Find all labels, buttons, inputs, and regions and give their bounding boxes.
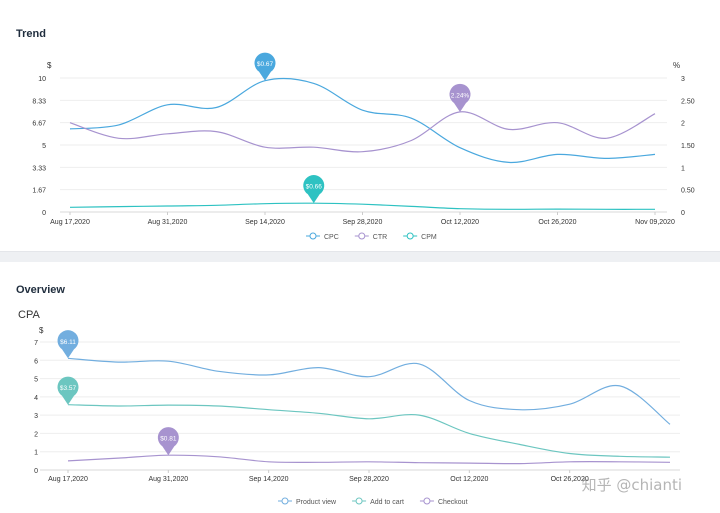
- trend-right-tick: 0: [681, 210, 685, 217]
- overview-pin-add-to-cart-marker: [57, 376, 79, 405]
- trend-x-tick: Oct 12,2020: [441, 219, 479, 226]
- overview-subtitle: CPA: [18, 309, 40, 321]
- trend-pin-ctr-marker: [449, 83, 471, 112]
- overview-pin-add-to-cart-label: $3.57: [60, 385, 77, 392]
- legend-label-1: CTR: [373, 234, 387, 241]
- legend-label-1: Add to cart: [370, 499, 404, 506]
- trend-panel: Trend $% 10 8.33 6.67 5 3.33 1.67 0 3 2.50 2 1.50 1 0…: [0, 0, 720, 252]
- trend-x-tick: Sep 28,2020: [343, 219, 383, 226]
- overview-x-tick: Oct 12,2020: [450, 476, 488, 483]
- trend-chart: $ % 10 8.33 6.67 5 3.33 1.67 0 3 2.50 2 1.50 1 0.50 0 Au…: [32, 52, 695, 241]
- trend-pin-cpm: $0.66: [303, 175, 325, 204]
- trend-x-tick: Aug 17,2020: [50, 219, 90, 226]
- overview-pin-checkout-label: $0.81: [160, 436, 177, 443]
- overview-left-tick: 1: [34, 450, 38, 457]
- trend-right-tick: 2.50: [681, 98, 695, 105]
- overview-x-tick: Oct 26,2020: [551, 476, 589, 483]
- overview-pin-product-view-marker: [57, 330, 79, 359]
- trend-series-cpc: [69, 77, 656, 164]
- overview-x-tick: Aug 17,2020: [48, 476, 88, 483]
- legend-marker-2: [423, 497, 431, 505]
- legend-marker-0: [281, 497, 289, 505]
- overview-left-tick: 7: [34, 340, 38, 347]
- trend-right-tick: 3: [681, 76, 685, 83]
- trend-left-tick: 8.33: [32, 98, 46, 105]
- overview-chart: $7 6 5 4 3 2 1 0 Aug 17,2020 Aug 31,2020 Sep 14,20…: [34, 326, 680, 506]
- trend-pin-ctr-label: 2.24%: [451, 92, 470, 99]
- overview-left-tick: 3: [34, 413, 38, 420]
- trend-pin-cpc-label: $0.67: [257, 61, 274, 68]
- trend-left-tick: 0: [42, 210, 46, 217]
- legend-label-2: CPM: [421, 234, 437, 241]
- overview-x-tick: Sep 14,2020: [249, 476, 289, 483]
- trend-left-tick: 1.67: [32, 188, 46, 195]
- overview-left-tick: 0: [34, 468, 38, 475]
- trend-pin-cpc-marker: [254, 52, 276, 81]
- trend-left-tick: 6.67: [32, 121, 46, 128]
- legend-label-2: Checkout: [438, 499, 468, 506]
- overview-left-tick: 6: [34, 358, 38, 365]
- legend-marker-1: [358, 232, 366, 240]
- trend-left-tick: 5: [42, 143, 46, 150]
- legend-label-0: CPC: [324, 234, 339, 241]
- overview-left-tick: 4: [34, 395, 38, 402]
- overview-series-checkout: [67, 454, 671, 465]
- trend-x-tick: Nov 09,2020: [635, 219, 675, 226]
- trend-right-unit: %: [673, 61, 680, 70]
- trend-x-tick: Oct 26,2020: [538, 219, 576, 226]
- overview-pin-product-view-label: $6.11: [60, 339, 76, 346]
- trend-series-ctr: [69, 111, 656, 153]
- trend-left-tick: 10: [38, 76, 46, 83]
- trend-pin-ctr: 2.24%: [449, 83, 471, 112]
- overview-left-unit: $: [39, 326, 44, 335]
- trend-pin-cpm-label: $0.66: [306, 184, 323, 191]
- trend-pin-cpc: $0.67: [254, 52, 276, 81]
- overview-pin-add-to-cart: $3.57: [57, 376, 79, 405]
- overview-panel: Overview CPA $7 6 5 4 3 2 1 0 Aug 17,2020 Aug 31,…: [0, 262, 720, 513]
- overview-x-tick: Aug 31,2020: [148, 476, 188, 483]
- overview-series-product-view: [67, 357, 671, 425]
- trend-left-tick: 3.33: [32, 165, 46, 172]
- trend-series-cpm: [69, 202, 656, 210]
- trend-right-tick: 2: [681, 121, 685, 128]
- trend-left-unit: $: [47, 61, 52, 70]
- overview-series-add-to-cart: [67, 404, 671, 458]
- trend-right-tick: 0.50: [681, 188, 695, 195]
- overview-pin-checkout-marker: [157, 427, 179, 456]
- legend-marker-2: [406, 232, 414, 240]
- trend-right-tick: 1: [681, 165, 685, 172]
- overview-title: Overview: [16, 284, 65, 296]
- legend-marker-1: [355, 497, 363, 505]
- overview-left-tick: 5: [34, 377, 38, 384]
- legend-marker-0: [309, 232, 317, 240]
- trend-title: Trend: [16, 28, 46, 40]
- legend-label-0: Product view: [296, 499, 337, 506]
- trend-x-tick: Aug 31,2020: [148, 219, 188, 226]
- overview-pin-checkout: $0.81: [157, 427, 179, 456]
- overview-left-tick: 2: [34, 431, 38, 438]
- trend-pin-cpm-marker: [303, 175, 325, 204]
- trend-x-tick: Sep 14,2020: [245, 219, 285, 226]
- trend-right-tick: 1.50: [681, 143, 695, 150]
- watermark: 知乎 @chianti: [581, 476, 682, 494]
- overview-pin-product-view: $6.11: [57, 330, 79, 359]
- overview-x-tick: Sep 28,2020: [349, 476, 389, 483]
